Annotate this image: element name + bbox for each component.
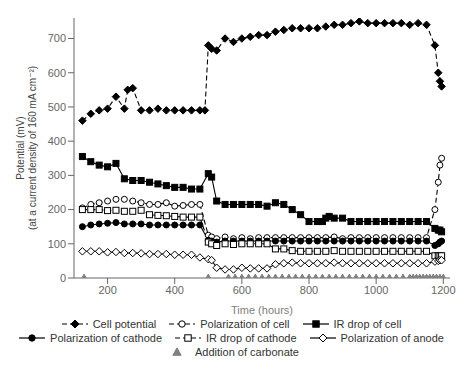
html-text:Cell potential: Cell potential [92,318,157,330]
html-text:IR drop of cathode: IR drop of cathode [206,332,297,344]
svg-text:600: 600 [48,67,66,79]
svg-text:700: 700 [48,32,66,44]
svg-text:Time (hours): Time (hours) [231,304,293,316]
html-text:Addition of carbonate: Addition of carbonate [195,346,299,358]
svg-text:800: 800 [300,284,318,296]
svg-text:400: 400 [166,284,184,296]
svg-text:500: 500 [48,101,66,113]
svg-text:600: 600 [233,284,251,296]
svg-text:200: 200 [98,284,116,296]
svg-text:200: 200 [48,203,66,215]
html-text:Polarization of cathode: Polarization of cathode [50,332,162,344]
html-text:Polarization of cell: Polarization of cell [200,318,290,330]
svg-text:1000: 1000 [364,284,388,296]
svg-text:0: 0 [60,272,66,284]
html-text:IR drop of cell: IR drop of cell [333,318,402,330]
svg-text:300: 300 [48,169,66,181]
svg-text:400: 400 [48,135,66,147]
svg-text:Potential (mV)(at a current de: Potential (mV)(at a current density of 1… [15,66,38,230]
html-text:Polarization of anode: Polarization of anode [340,332,444,344]
svg-text:1200: 1200 [431,284,455,296]
svg-text:100: 100 [48,238,66,250]
